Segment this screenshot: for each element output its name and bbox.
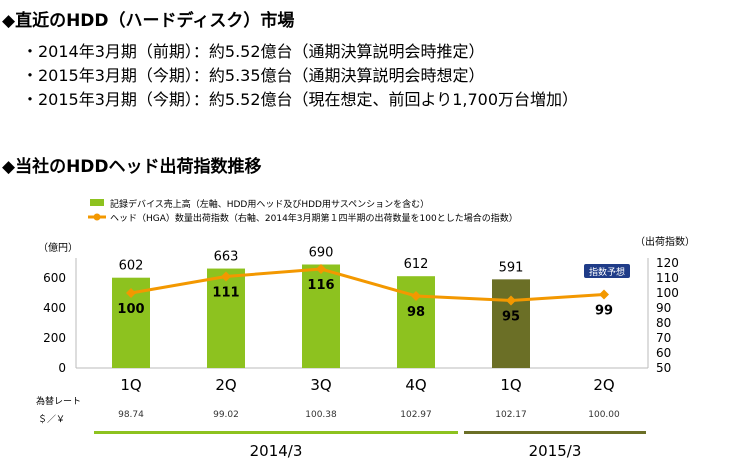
left-tick-label: 600	[43, 271, 66, 285]
exchange-rates: 98.74 99.02 100.38 102.97 102.17 100.00	[118, 410, 620, 420]
period-2014-bar	[94, 431, 458, 434]
shipment-index-polyline	[130, 267, 605, 303]
exchange-rate-value: 98.74	[118, 410, 144, 420]
revenue-bar	[207, 268, 245, 368]
right-tick-label: 50	[656, 361, 671, 375]
category-label: 1Q	[120, 376, 141, 394]
category-label: 3Q	[310, 376, 331, 394]
category-label: 2Q	[593, 376, 614, 394]
right-tick-label: 90	[656, 301, 671, 315]
chart-legend: 記録デバイス売上高（左軸、HDD用ヘッド及びHDD用サスペンションを含む） ヘッ…	[88, 198, 518, 224]
right-tick-label: 80	[656, 316, 671, 330]
period-2014-label: 2014/3	[250, 442, 303, 460]
category-label: 1Q	[500, 376, 521, 394]
shipment-index-marker	[411, 291, 421, 301]
shipment-index-value: 99	[595, 304, 613, 319]
section-title-head-shipment: ◆当社のHDDヘッド出荷指数推移	[2, 157, 262, 177]
revenue-bar	[492, 279, 530, 368]
period-2015-bar	[464, 431, 646, 434]
forecast-badge-label: 指数予想	[589, 266, 625, 278]
exchange-rate-value: 102.97	[400, 410, 432, 420]
legend-line-marker	[93, 213, 101, 221]
shipment-index-marker	[599, 289, 609, 300]
shipment-index-marker	[316, 264, 326, 274]
category-label: 4Q	[405, 376, 426, 394]
market-bullet: ・2015年3月期（今期）：約5.35億台（通期決算説明会時想定）	[22, 66, 485, 85]
right-tick-label: 70	[656, 331, 671, 345]
left-tick-label: 400	[43, 301, 66, 315]
left-tick-label: 200	[43, 331, 66, 345]
revenue-bars: 602 663 690 612 591	[112, 246, 530, 368]
market-bullet: ・2015年3月期（今期）：約5.52億台（現在想定、前回より1,700万台増加…	[22, 90, 579, 109]
category-label: 2Q	[215, 376, 236, 394]
shipment-chart: 記録デバイス売上高（左軸、HDD用ヘッド及びHDD用サスペンションを含む） ヘッ…	[36, 198, 695, 460]
market-bullet-list: ・2014年3月期（前期）：約5.52億台（通期決算説明会時推定） ・2015年…	[22, 40, 578, 112]
right-axis-unit: （出荷指数）	[635, 235, 695, 248]
right-tick-label: 110	[656, 271, 679, 285]
revenue-bar-value: 663	[214, 250, 239, 265]
shipment-index-marker	[506, 295, 516, 306]
shipment-index-marker	[221, 271, 231, 282]
left-axis-unit: （億円）	[38, 241, 78, 254]
right-tick-label: 100	[656, 286, 679, 300]
shipment-index-value: 98	[407, 305, 425, 320]
shipment-index-value: 100	[117, 302, 144, 317]
section-title-hdd-market: ◆直近のHDD（ハードディスク）市場	[2, 11, 295, 31]
revenue-bar-value: 602	[119, 259, 144, 274]
exchange-rate-value: 102.17	[495, 410, 527, 420]
left-tick-label: 0	[58, 361, 66, 375]
exchange-rate-value: 100.00	[588, 410, 620, 420]
period-2015-label: 2015/3	[529, 442, 582, 460]
category-labels: 1Q 2Q 3Q 4Q 1Q 2Q	[120, 376, 614, 394]
revenue-bar-value: 591	[499, 260, 524, 275]
shipment-index-line: 100 111 116 98 95 99	[117, 264, 613, 325]
revenue-bar-value: 612	[404, 257, 429, 272]
forecast-badge	[584, 264, 630, 278]
shipment-index-value: 95	[502, 310, 520, 325]
exchange-rate-value: 100.38	[305, 410, 337, 420]
market-bullet: ・2014年3月期（前期）：約5.52億台（通期決算説明会時推定）	[22, 42, 485, 61]
legend-bar-label: 記録デバイス売上高（左軸、HDD用ヘッド及びHDD用サスペンションを含む）	[110, 198, 429, 210]
legend-bar-swatch	[90, 199, 104, 206]
exchange-rate-value: 99.02	[213, 410, 239, 420]
right-tick-label: 60	[656, 346, 671, 360]
shipment-index-value: 111	[212, 286, 239, 301]
revenue-bar	[302, 264, 340, 368]
revenue-bar-value: 690	[309, 246, 334, 261]
rate-row-unit: ＄／￥	[38, 414, 65, 425]
shipment-index-marker	[126, 288, 136, 298]
revenue-bar	[397, 276, 435, 368]
right-tick-label: 120	[656, 256, 679, 270]
legend-line-label: ヘッド（HGA）数量出荷指数（右軸、2014年3月期第１四半期の出荷数量を100…	[110, 212, 518, 224]
shipment-index-value: 116	[307, 278, 334, 293]
rate-row-label: 為替レート	[36, 395, 81, 407]
left-axis-ticks: 0 200 400 600	[43, 271, 66, 375]
